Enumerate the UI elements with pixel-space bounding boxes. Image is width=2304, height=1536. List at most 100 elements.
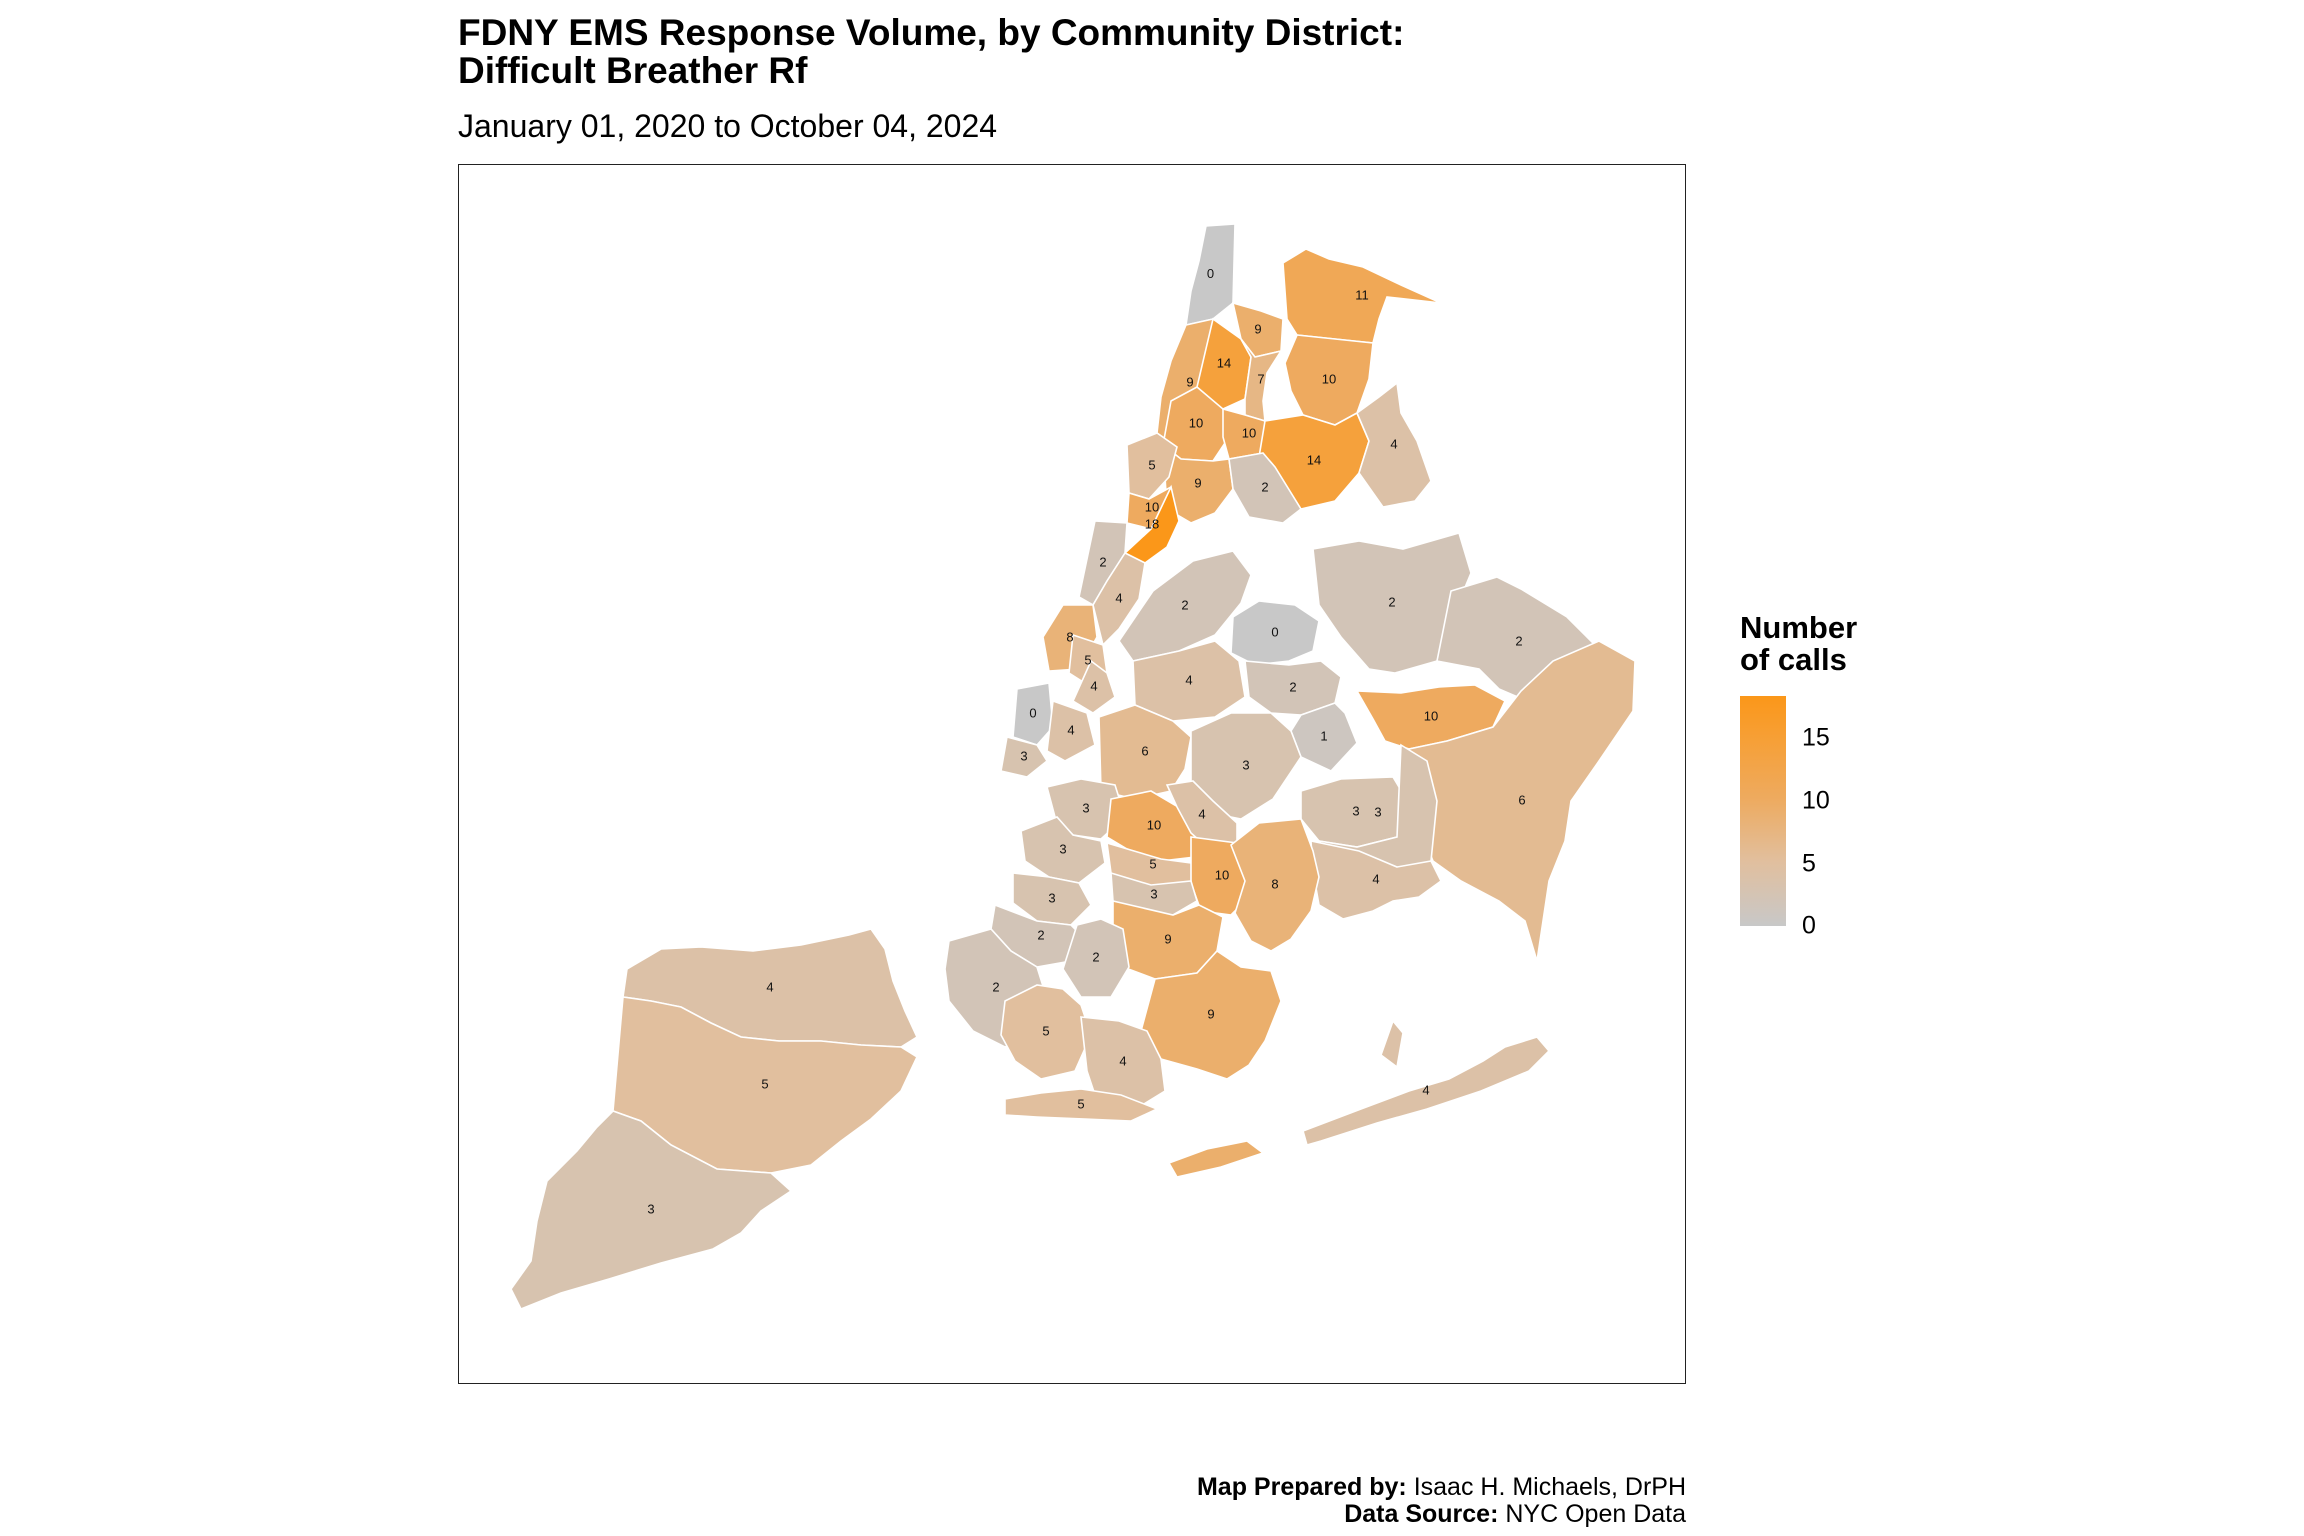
district-bx-10[interactable] <box>1356 381 1432 508</box>
legend-title: Number of calls <box>1740 612 1857 676</box>
credits: Map Prepared by: Isaac H. Michaels, DrPH… <box>1197 1474 1686 1528</box>
district-value-label: 5 <box>1149 856 1156 871</box>
district-bk-15[interactable] <box>1080 1016 1166 1108</box>
district-value-label: 9 <box>1194 475 1201 490</box>
district-bk-14[interactable] <box>1062 918 1130 998</box>
district-value-label: 10 <box>1189 415 1203 430</box>
district-value-label: 4 <box>1422 1082 1429 1097</box>
map-title-line-1: FDNY EMS Response Volume, by Community D… <box>458 12 1405 53</box>
district-value-label: 4 <box>1390 436 1397 451</box>
credit-prepared-label: Map Prepared by: <box>1196 1473 1407 1501</box>
district-value-label: 9 <box>1207 1006 1214 1021</box>
district-bk-13[interactable] <box>1004 1088 1160 1122</box>
district-value-label: 3 <box>647 1201 654 1216</box>
district-bk-2[interactable] <box>1020 816 1106 884</box>
district-value-label: 4 <box>1067 722 1074 737</box>
district-value-label: 2 <box>1037 927 1044 942</box>
district-value-label: 5 <box>1077 1096 1084 1111</box>
district-value-label: 3 <box>1352 803 1359 818</box>
legend-colorbar <box>1740 696 1786 926</box>
district-value-label: 9 <box>1186 374 1193 389</box>
district-qn-airport[interactable] <box>1230 600 1320 666</box>
district-value-label: 10 <box>1242 425 1256 440</box>
district-value-label: 18 <box>1145 516 1159 531</box>
district-value-label: 10 <box>1145 499 1159 514</box>
district-value-label: 2 <box>1388 594 1395 609</box>
district-mn-4[interactable] <box>1071 659 1116 714</box>
district-value-label: 6 <box>1518 792 1525 807</box>
district-value-label: 3 <box>1150 886 1157 901</box>
legend-label-10: 10 <box>1802 786 1830 815</box>
district-value-label: 10 <box>1147 817 1161 832</box>
district-value-label: 4 <box>1115 590 1122 605</box>
district-value-label: 10 <box>1424 708 1438 723</box>
credit-prepared-value: Isaac H. Michaels, DrPH <box>1413 1473 1686 1501</box>
district-bk-11[interactable] <box>1000 984 1092 1080</box>
district-qn-12[interactable] <box>1408 640 1636 962</box>
district-value-label: 2 <box>1515 633 1522 648</box>
district-value-label: 5 <box>1042 1023 1049 1038</box>
district-value-label: 11 <box>1355 287 1369 302</box>
map-panel: 0 9 11 9 14 7 10 10 10 14 4 9 2 5 10 18 2 4 8 5 4 0 4 3 2 0 2 2 4 2 1 1… <box>458 164 1686 1384</box>
legend-tick-5 <box>1786 863 1794 865</box>
district-qn-14[interactable] <box>1302 1036 1551 1146</box>
district-si-3[interactable] <box>510 1110 793 1311</box>
district-value-label: 3 <box>1020 748 1027 763</box>
district-value-label: 3 <box>1059 841 1066 856</box>
district-value-label: 14 <box>1217 355 1231 370</box>
district-value-label: 0 <box>1029 705 1036 720</box>
legend-label-5: 5 <box>1802 849 1816 878</box>
district-value-label: 2 <box>1181 597 1188 612</box>
district-value-label: 2 <box>992 979 999 994</box>
district-bx-6[interactable] <box>1240 338 1283 423</box>
map-title-line-2: Difficult Breather Rf <box>458 50 808 91</box>
district-mn-8[interactable] <box>1092 551 1146 647</box>
district-bk-5[interactable] <box>1230 818 1320 952</box>
district-mn-3[interactable] <box>1046 699 1096 762</box>
district-value-label: 2 <box>1289 679 1296 694</box>
district-value-label: 3 <box>1082 800 1089 815</box>
district-value-label: 4 <box>766 979 773 994</box>
district-value-label: 1 <box>1320 728 1327 743</box>
district-value-label: 4 <box>1372 871 1379 886</box>
district-qn-9[interactable] <box>1310 840 1443 920</box>
district-rockaway-spit <box>1167 1140 1265 1178</box>
district-value-label: 0 <box>1271 624 1278 639</box>
map-title: FDNY EMS Response Volume, by Community D… <box>458 14 1404 90</box>
legend-title-line-1: Number <box>1740 610 1858 645</box>
district-mn-2[interactable] <box>1012 682 1054 746</box>
district-value-label: 3 <box>1374 804 1381 819</box>
credit-source-label: Data Source: <box>1344 1500 1499 1528</box>
map-subtitle: January 01, 2020 to October 04, 2024 <box>458 108 998 144</box>
district-value-label: 4 <box>1198 806 1205 821</box>
legend-label-15: 15 <box>1802 723 1830 752</box>
district-value-label: 4 <box>1119 1053 1126 1068</box>
legend-tick-10 <box>1786 800 1794 802</box>
district-value-label: 10 <box>1322 371 1336 386</box>
district-value-label: 4 <box>1090 678 1097 693</box>
district-value-label: 9 <box>1254 321 1261 336</box>
district-value-label: 7 <box>1257 371 1264 386</box>
legend-title-line-2: of calls <box>1740 642 1847 677</box>
district-value-label: 5 <box>1084 652 1091 667</box>
district-value-label: 0 <box>1207 266 1214 281</box>
district-value-label: 6 <box>1141 743 1148 758</box>
credit-source-value: NYC Open Data <box>1505 1500 1686 1528</box>
island-jamaica-bay <box>1380 1019 1404 1069</box>
credit-prepared-by: Map Prepared by: Isaac H. Michaels, DrPH <box>1197 1474 1686 1501</box>
district-value-label: 10 <box>1215 867 1229 882</box>
legend-tick-0 <box>1786 925 1794 927</box>
district-value-label: 2 <box>1092 949 1099 964</box>
credit-data-source: Data Source: NYC Open Data <box>1197 1501 1686 1528</box>
legend-colorbar-area: 15 10 5 0 <box>1740 696 1857 938</box>
district-value-label: 14 <box>1307 452 1321 467</box>
district-mn-1[interactable] <box>1000 736 1049 778</box>
district-bk-6[interactable] <box>1012 872 1092 926</box>
district-bx-2[interactable] <box>1228 452 1303 524</box>
district-value-label: 4 <box>1185 672 1192 687</box>
district-value-label: 9 <box>1164 931 1171 946</box>
district-value-label: 3 <box>1242 757 1249 772</box>
district-value-label: 3 <box>1048 890 1055 905</box>
